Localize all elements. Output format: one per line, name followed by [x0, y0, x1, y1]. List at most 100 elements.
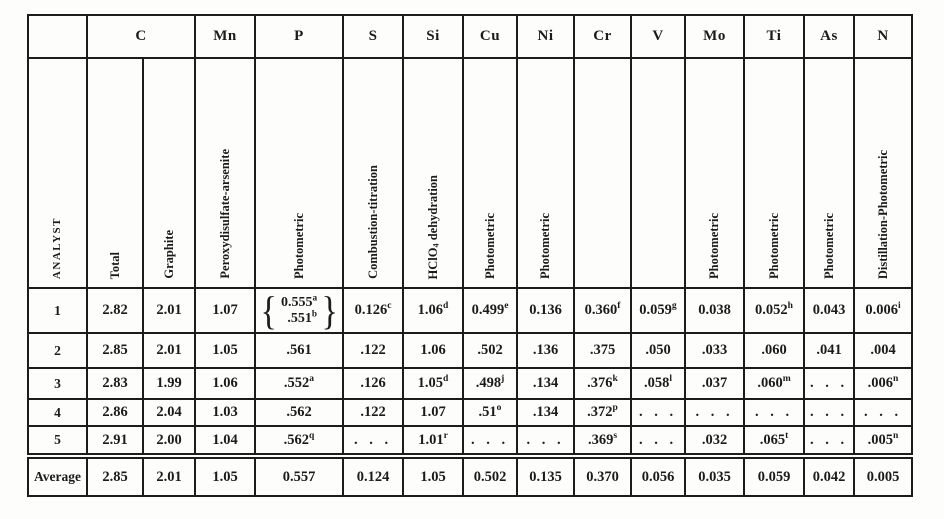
cell-4-mn: 1.03: [194, 398, 256, 427]
row-label-average: Average: [27, 453, 88, 497]
cell-5-c-graphite: 2.00: [142, 425, 196, 457]
cell-5-si: 1.01r: [402, 425, 464, 457]
footnote-superscript: m: [782, 373, 791, 385]
footnote-superscript: g: [671, 300, 677, 312]
footnote-superscript: r: [443, 429, 448, 441]
element-header-c: C: [86, 14, 196, 59]
cell-1-mo: 0.038: [684, 287, 745, 334]
element-header-ni: Ni: [516, 14, 575, 59]
cell-1-ni: 0.136: [516, 287, 575, 334]
method-header-p: Photometric: [254, 57, 344, 289]
cell-3-p: .552a: [254, 367, 344, 400]
cell-2-ti: .060: [743, 332, 805, 369]
element-header-cr: Cr: [573, 14, 632, 59]
cell-2-si: 1.06: [402, 332, 464, 369]
method-header-c-graphite: Graphite: [142, 57, 196, 289]
cell-5-mn: 1.04: [194, 425, 256, 457]
cell-3-cr: .376k: [573, 367, 632, 400]
element-header-row: C Mn P S Si Cu Ni Cr V Mo Ti As N: [27, 14, 913, 59]
method-header-mn: Peroxydisulfate-arsenite: [194, 57, 256, 289]
cell-1-v: 0.059g: [630, 287, 686, 334]
braced-dual-value: {0.555a .551b}: [256, 287, 342, 333]
cell-average-c-graphite: 2.01: [142, 453, 196, 497]
average-row: Average 2.85 2.01 1.05 0.557 0.124 1.05 0.502 0.…: [27, 453, 913, 497]
cell-1-c-graphite: 2.01: [142, 287, 196, 334]
cell-3-ni: .134: [516, 367, 575, 400]
cell-average-p: 0.557: [254, 453, 344, 497]
analyst-row-5: 5 2.91 2.00 1.04.562q . . . 1.01r . . . . . . .3…: [27, 425, 913, 457]
footnote-superscript: l: [669, 373, 673, 385]
no-value-dots: . . .: [809, 375, 849, 391]
method-label-p: Photometric: [291, 213, 306, 279]
cell-4-mo: . . .: [684, 398, 745, 427]
cell-average-mn: 1.05: [194, 453, 256, 497]
method-label-cu: Photometric: [482, 213, 497, 279]
brace-values: 0.555a .551b: [281, 293, 317, 325]
cell-1-c-total: 2.82: [86, 287, 144, 334]
method-label-analyst: ANALYST: [51, 216, 63, 279]
element-header-cu: Cu: [462, 14, 518, 59]
cell-2-mn: 1.05: [194, 332, 256, 369]
cell-4-c-graphite: 2.04: [142, 398, 196, 427]
cell-5-c-total: 2.91: [86, 425, 144, 457]
footnote-superscript: h: [787, 300, 793, 312]
cell-3-ti: .060m: [743, 367, 805, 400]
cell-average-mo: 0.035: [684, 453, 745, 497]
cell-1-ti: 0.052h: [743, 287, 805, 334]
cell-5-p: .562q: [254, 425, 344, 457]
footnote-superscript: e: [504, 300, 509, 312]
cell-average-s: 0.124: [342, 453, 404, 497]
method-header-cr: [573, 57, 632, 289]
cell-5-ti: .065t: [743, 425, 805, 457]
cell-3-mn: 1.06: [194, 367, 256, 400]
cell-5-ni: . . .: [516, 425, 575, 457]
table-header: C Mn P S Si Cu Ni Cr V Mo Ti As N ANALYST Total Graphi…: [27, 14, 913, 289]
cell-4-cu: .51o: [462, 398, 518, 427]
element-header-n: N: [853, 14, 913, 59]
cell-2-mo: .033: [684, 332, 745, 369]
cell-average-n: 0.005: [853, 453, 913, 497]
cell-1-p: {0.555a .551b}: [254, 287, 344, 334]
method-header-v: [630, 57, 686, 289]
method-header-s: Combustion-titration: [342, 57, 404, 289]
element-header-mo: Mo: [684, 14, 745, 59]
analyst-row-1: 1 2.82 2.01 1.07{0.555a .551b} 0.126c 1.06d 0.4…: [27, 287, 913, 334]
footnote-superscript: o: [496, 402, 502, 414]
cell-average-cr: 0.370: [573, 453, 632, 497]
cell-2-p: .561: [254, 332, 344, 369]
method-header-ti: Photometric: [743, 57, 805, 289]
cell-2-cu: .502: [462, 332, 518, 369]
method-label-c-graphite: Graphite: [161, 230, 176, 279]
analyst-row-4: 4 2.86 2.04 1.03.562.122 1.07.51o .134.372p . …: [27, 398, 913, 427]
method-header-ni: Photometric: [516, 57, 575, 289]
method-label-ni: Photometric: [538, 213, 553, 279]
cell-4-cr: .372p: [573, 398, 632, 427]
cell-1-s: 0.126c: [342, 287, 404, 334]
row-label-analyst-1: 1: [27, 287, 88, 334]
method-label-si: HClO4 dehydration: [425, 174, 441, 280]
analyst-row-2: 2 2.85 2.01 1.05.561.122 1.06.502.136.375.05…: [27, 332, 913, 369]
method-label-ti: Photometric: [766, 213, 781, 279]
cell-average-ti: 0.059: [743, 453, 805, 497]
cell-2-as: .041: [803, 332, 855, 369]
corner-cell: [27, 14, 88, 59]
cell-3-s: .126: [342, 367, 404, 400]
cell-1-cu: 0.499e: [462, 287, 518, 334]
row-label-analyst-3: 3: [27, 367, 88, 400]
cell-3-as: . . .: [803, 367, 855, 400]
row-label-analyst-4: 4: [27, 398, 88, 427]
cell-3-n: .006n: [853, 367, 913, 400]
method-header-si: HClO4 dehydration: [402, 57, 464, 289]
cell-4-si: 1.07: [402, 398, 464, 427]
cell-average-cu: 0.502: [462, 453, 518, 497]
footnote-superscript: n: [893, 373, 899, 385]
method-label-mn: Peroxydisulfate-arsenite: [217, 149, 232, 279]
footnote-superscript: d: [443, 373, 449, 385]
cell-4-v: . . .: [630, 398, 686, 427]
cell-5-mo: .032: [684, 425, 745, 457]
no-value-dots: . . .: [470, 431, 510, 448]
cell-2-c-total: 2.85: [86, 332, 144, 369]
cell-1-mn: 1.07: [194, 287, 256, 334]
left-brace: {: [260, 287, 277, 333]
